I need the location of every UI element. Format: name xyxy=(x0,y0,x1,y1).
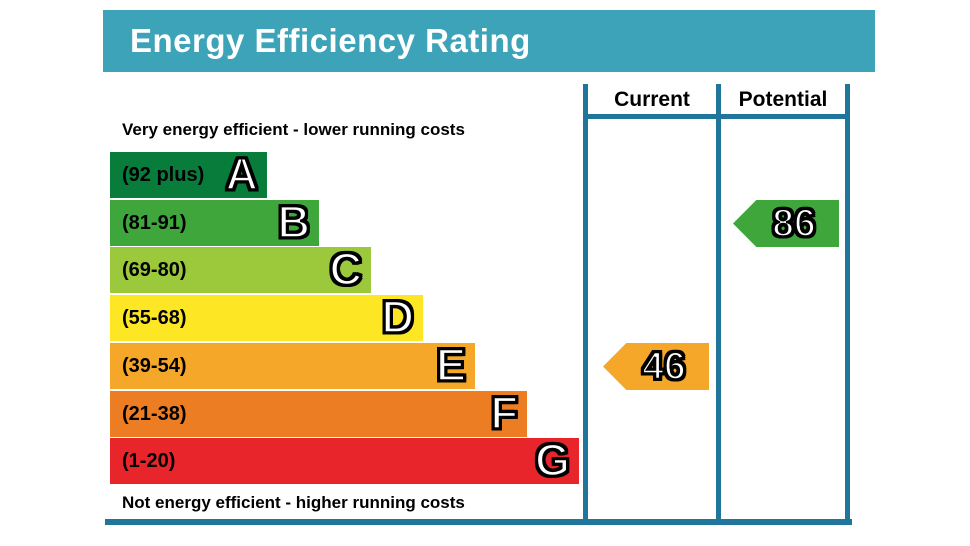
band-range-label: (69-80) xyxy=(122,258,187,281)
band-row-c: (69-80) C xyxy=(110,243,371,295)
band-range-label: (39-54) xyxy=(122,354,187,377)
current-rating-value: 46 xyxy=(641,345,687,388)
bottom-border xyxy=(105,519,852,525)
band-row-f: (21-38) F xyxy=(110,387,527,439)
band-row-d: (55-68) D xyxy=(110,291,423,343)
column-header-current: Current xyxy=(614,88,690,111)
band-letter: G xyxy=(534,434,572,486)
band-letter: B xyxy=(276,196,311,248)
band-range-label: (21-38) xyxy=(122,402,187,425)
band-row-a: (92 plus) A xyxy=(110,148,267,200)
header-underline xyxy=(583,114,850,119)
current-rating-arrow: 46 xyxy=(603,343,709,390)
band-range-label: (1-20) xyxy=(122,449,176,472)
column-divider-left xyxy=(583,84,588,525)
band-row-g: (1-20) G xyxy=(110,434,579,486)
column-header-potential: Potential xyxy=(738,88,828,111)
potential-rating-value: 86 xyxy=(771,202,817,245)
band-range-label: (92 plus) xyxy=(122,163,205,186)
band-range-label: (81-91) xyxy=(122,211,187,234)
potential-rating-arrow: 86 xyxy=(733,200,839,247)
title-bar: Energy Efficiency Rating xyxy=(103,10,875,72)
band-range-label: (55-68) xyxy=(122,306,187,329)
band-letter: F xyxy=(489,387,519,439)
bottom-caption: Not energy efficient - higher running co… xyxy=(122,493,465,512)
band-row-e: (39-54) E xyxy=(110,339,475,391)
band-letter: D xyxy=(380,291,415,343)
band-letter: E xyxy=(435,339,468,391)
top-caption: Very energy efficient - lower running co… xyxy=(122,120,465,139)
column-divider-right xyxy=(845,84,850,525)
band-letter: A xyxy=(224,148,259,200)
page-title: Energy Efficiency Rating xyxy=(130,22,531,59)
band-row-b: (81-91) B xyxy=(110,196,319,248)
band-letter: C xyxy=(328,243,363,295)
column-divider-middle xyxy=(716,84,721,525)
